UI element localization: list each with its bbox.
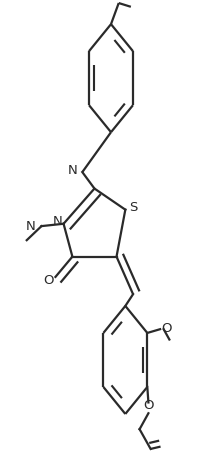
Text: S: S — [129, 201, 138, 214]
Text: N: N — [53, 215, 62, 228]
Text: O: O — [43, 274, 53, 287]
Text: N: N — [67, 164, 77, 177]
Text: N: N — [26, 219, 36, 233]
Text: O: O — [143, 399, 154, 412]
Text: O: O — [161, 322, 171, 335]
